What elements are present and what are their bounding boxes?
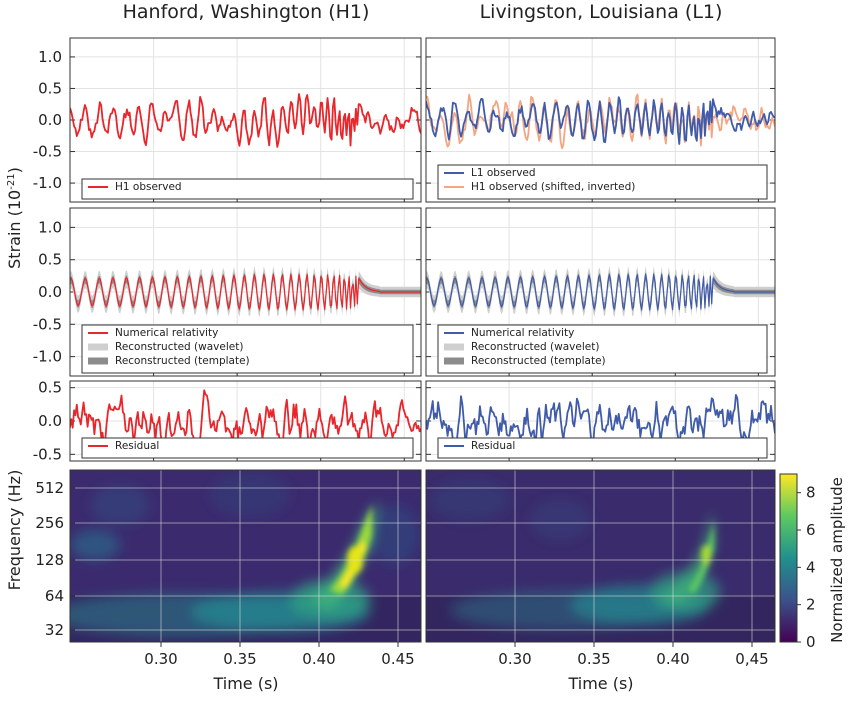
- h1-spectrogram-xtick-label-1: 0.35: [223, 650, 256, 668]
- l1-reconstructed-legend-label-0: Numerical relativity: [471, 327, 574, 339]
- colorbar-tick-label-1: 2: [806, 596, 816, 614]
- h1-residual-legend-label-0: Residual: [115, 440, 159, 452]
- h1-residual-traces: [70, 389, 421, 450]
- l1-time-axis-label: Time (s): [567, 674, 633, 693]
- l1-residual-legend-box: [437, 437, 768, 459]
- h1-reconstructed-legend-label-1: Reconstructed (wavelet): [115, 341, 243, 353]
- h1-reconstructed-legend-box: [81, 324, 414, 374]
- l1-reconstructed-panel: Numerical relativity Reconstructed (wavel…: [425, 207, 776, 377]
- h1-spectrogram-ytick-label-2: 128: [35, 551, 64, 569]
- h1-residual-ytick-label-0: 0.5: [38, 379, 62, 397]
- h1-reconstructed-frame: [69, 207, 422, 377]
- l1-residual-series-residual: [426, 394, 775, 450]
- l1-residual-legend: Residual: [437, 437, 768, 459]
- strain-axis-label-close: ): [5, 167, 24, 173]
- h1-observed-ytick-label-1: 0.5: [38, 79, 62, 97]
- colorbar-tick-label-0: 0: [806, 633, 816, 651]
- h1-observed-ytick-label-4: -1.0: [33, 174, 62, 192]
- h1-reconstructed-legend-label-0: Numerical relativity: [115, 327, 218, 339]
- colorbar-tick-label-4: 8: [806, 484, 816, 502]
- h1-observed-legend-label-0: H1 observed: [115, 181, 182, 193]
- l1-observed-frame: [425, 37, 776, 203]
- l1-residual-traces: [426, 394, 775, 450]
- l1-observed-legend-label-1: H1 observed (shifted, inverted): [471, 181, 635, 193]
- l1-reconstructed-frame: [425, 207, 776, 377]
- h1-spectrogram-xtick-label-2: 0.40: [302, 650, 335, 668]
- l1-column-title: Livingston, Louisiana (L1): [480, 1, 723, 23]
- strain-axis-label-exp: -21: [6, 173, 17, 189]
- h1-observed-traces: [70, 93, 421, 148]
- h1-spectrogram-xtick-label-0: 0.30: [144, 650, 177, 668]
- l1-spectrogram-frame: [425, 469, 776, 643]
- h1-residual-legend: Residual: [81, 437, 414, 459]
- l1-residual-legend-label-0: Residual: [471, 440, 515, 452]
- h1-spectrogram: [70, 470, 421, 642]
- h1-spectrogram-frame: [69, 469, 422, 643]
- h1-reconstructed-ytick-label-2: 0.0: [38, 283, 62, 301]
- l1-reconstructed-legend-box: [437, 324, 768, 374]
- h1-reconstructed-ytick-label-4: -1.0: [33, 348, 62, 366]
- colorbar-ticks: 0 2 4 6 8: [797, 484, 816, 651]
- h1-spectrogram-xtick-label-3: 0.45: [381, 650, 414, 668]
- strain-panels: 1.0 0.5 0.0 -0.5 -1.0 H1 observed L1 observed H…: [33, 37, 776, 463]
- h1-observed-legend: H1 observed: [81, 178, 414, 200]
- h1-reconstructed-legend-label-2: Reconstructed (template): [115, 355, 250, 367]
- h1-observed-legend-box: [81, 178, 414, 200]
- strain-axis-label: Strain (10-21): [5, 167, 24, 269]
- l1-spectrogram: [426, 470, 775, 642]
- h1-spectrogram-ytick-label-1: 256: [35, 514, 64, 532]
- l1-spectrogram-xtick-label-0: 0.30: [498, 650, 531, 668]
- h1-observed-panel: 1.0 0.5 0.0 -0.5 -1.0 H1 observed: [33, 37, 422, 203]
- colorbar-label: Normalized amplitude: [828, 477, 846, 643]
- spectrogram-axes: 512 256 128 64 32 0.30 0.35 0.40 0.45 0.30 0.35 0.4…: [35, 479, 768, 668]
- colorbar-tick-label-3: 6: [806, 521, 816, 539]
- h1-residual-ytick-label-2: -0.5: [33, 445, 62, 463]
- h1-spectrogram-ytick-label-3: 64: [45, 587, 64, 605]
- h1-reconstructed-panel: 1.0 0.5 0.0 -0.5 -1.0 Numerical relativity Rec…: [33, 207, 422, 377]
- l1-observed-legend-box: [437, 164, 768, 200]
- h1-residual-panel: 0.5 0.0 -0.5 Residual: [33, 379, 422, 463]
- l1-reconstructed-legend: Numerical relativity Reconstructed (wavel…: [437, 324, 768, 374]
- l1-reconstructed-legend-label-2: Reconstructed (template): [471, 355, 606, 367]
- h1-spectrogram-ytick-label-4: 32: [45, 621, 64, 639]
- colorbar: [779, 473, 798, 643]
- l1-residual-frame: [425, 380, 776, 462]
- h1-reconstructed-ytick-label-1: 0.5: [38, 251, 62, 269]
- h1-residual-series-residual: [70, 389, 421, 450]
- l1-residual-panel: Residual: [425, 380, 776, 462]
- frequency-axis-label: Frequency (Hz): [5, 470, 24, 591]
- h1-residual-frame: [69, 380, 422, 462]
- h1-observed-ytick-label-3: -0.5: [33, 143, 62, 161]
- h1-reconstructed-series-nr: [70, 273, 421, 311]
- h1-reconstructed-ytick-label-3: -0.5: [33, 315, 62, 333]
- l1-reconstructed-traces: [426, 266, 775, 318]
- l1-spectrogram-xtick-label-2: 0.40: [656, 650, 689, 668]
- h1-column-title: Hanford, Washington (H1): [123, 1, 370, 23]
- h1-spectrogram-ytick-label-0: 512: [35, 479, 64, 497]
- l1-observed-panel: L1 observed H1 observed (shifted, inverte…: [425, 37, 776, 203]
- h1-observed-frame: [69, 37, 422, 203]
- h1-residual-ytick-label-1: 0.0: [38, 412, 62, 430]
- strain-axis-label-text: Strain (10: [5, 190, 24, 269]
- colorbar-tick-label-2: 4: [806, 558, 816, 576]
- l1-reconstructed-series-nr: [426, 273, 775, 311]
- l1-observed-legend-label-0: L1 observed: [471, 167, 536, 179]
- h1-time-axis-label: Time (s): [212, 674, 278, 693]
- h1-reconstructed-legend: Numerical relativity Reconstructed (wavel…: [81, 324, 414, 374]
- h1-residual-legend-box: [81, 437, 414, 459]
- h1-observed-ytick-label-0: 1.0: [38, 48, 62, 66]
- l1-observed-traces: [426, 93, 775, 150]
- l1-spectrogram-xtick-label-1: 0.35: [577, 650, 610, 668]
- l1-observed-series-l1: [426, 96, 775, 145]
- h1-reconstructed-ytick-label-0: 1.0: [38, 218, 62, 236]
- h1-observed-series-h1: [70, 93, 421, 148]
- h1-reconstructed-traces: [70, 266, 421, 318]
- l1-spectrogram-xtick-label-3: 0,45: [735, 650, 768, 668]
- l1-observed-legend: L1 observed H1 observed (shifted, inverte…: [437, 164, 768, 200]
- h1-observed-ytick-label-2: 0.0: [38, 111, 62, 129]
- l1-reconstructed-legend-label-1: Reconstructed (wavelet): [471, 341, 599, 353]
